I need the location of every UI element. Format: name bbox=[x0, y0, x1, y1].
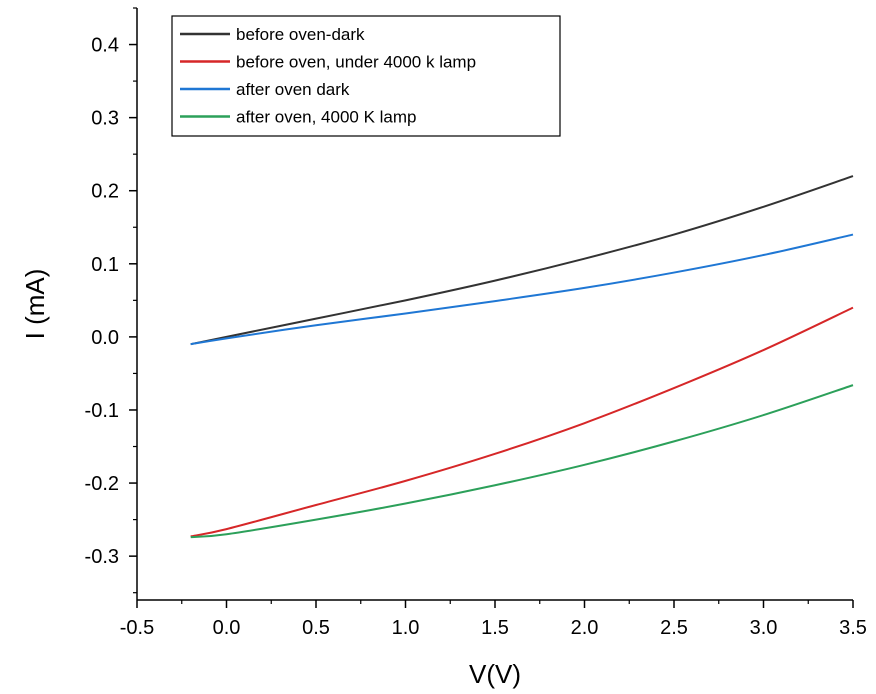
series-line-3 bbox=[190, 233, 854, 346]
y-tick-label: -0.1 bbox=[85, 400, 119, 422]
series-line-1 bbox=[190, 175, 854, 346]
y-tick-label: -0.3 bbox=[85, 546, 119, 568]
x-tick-label: 2.0 bbox=[571, 617, 599, 639]
legend: before oven-dark before oven, under 4000 … bbox=[171, 15, 561, 137]
x-axis-title: V(V) bbox=[469, 659, 521, 689]
y-tick-label: 0.0 bbox=[91, 327, 119, 349]
legend-entry-2: before oven, under 4000 k lamp bbox=[236, 53, 476, 72]
x-tick-label: 2.5 bbox=[660, 617, 688, 639]
y-tick-label: 0.1 bbox=[91, 254, 119, 276]
y-tick-label: 0.4 bbox=[91, 35, 119, 57]
ticks-layer: -0.5 0.0 0.5 1.0 1.5 2.0 2.5 3.0 3.5 -0.3 -0.2 -0.1… bbox=[85, 7, 867, 639]
x-tick-label: 3.0 bbox=[750, 617, 778, 639]
legend-entry-4: after oven, 4000 K lamp bbox=[236, 108, 417, 127]
x-tick-label: 3.5 bbox=[839, 617, 867, 639]
x-tick-label: -0.5 bbox=[120, 617, 154, 639]
series-line-4 bbox=[190, 384, 854, 539]
y-tick-label: -0.2 bbox=[85, 473, 119, 495]
y-tick-label: 0.2 bbox=[91, 181, 119, 203]
x-tick-label: 0.0 bbox=[213, 617, 241, 639]
series-line-2 bbox=[190, 306, 854, 538]
y-axis-title: I (mA) bbox=[20, 269, 50, 340]
x-tick-label: 0.5 bbox=[302, 617, 330, 639]
x-tick-label: 1.5 bbox=[481, 617, 509, 639]
legend-entry-1: before oven-dark bbox=[236, 25, 365, 44]
y-tick-label: 0.3 bbox=[91, 108, 119, 130]
x-tick-label: 1.0 bbox=[392, 617, 420, 639]
legend-entry-3: after oven dark bbox=[236, 80, 350, 99]
series-layer bbox=[190, 175, 854, 539]
legend-box bbox=[171, 15, 561, 137]
